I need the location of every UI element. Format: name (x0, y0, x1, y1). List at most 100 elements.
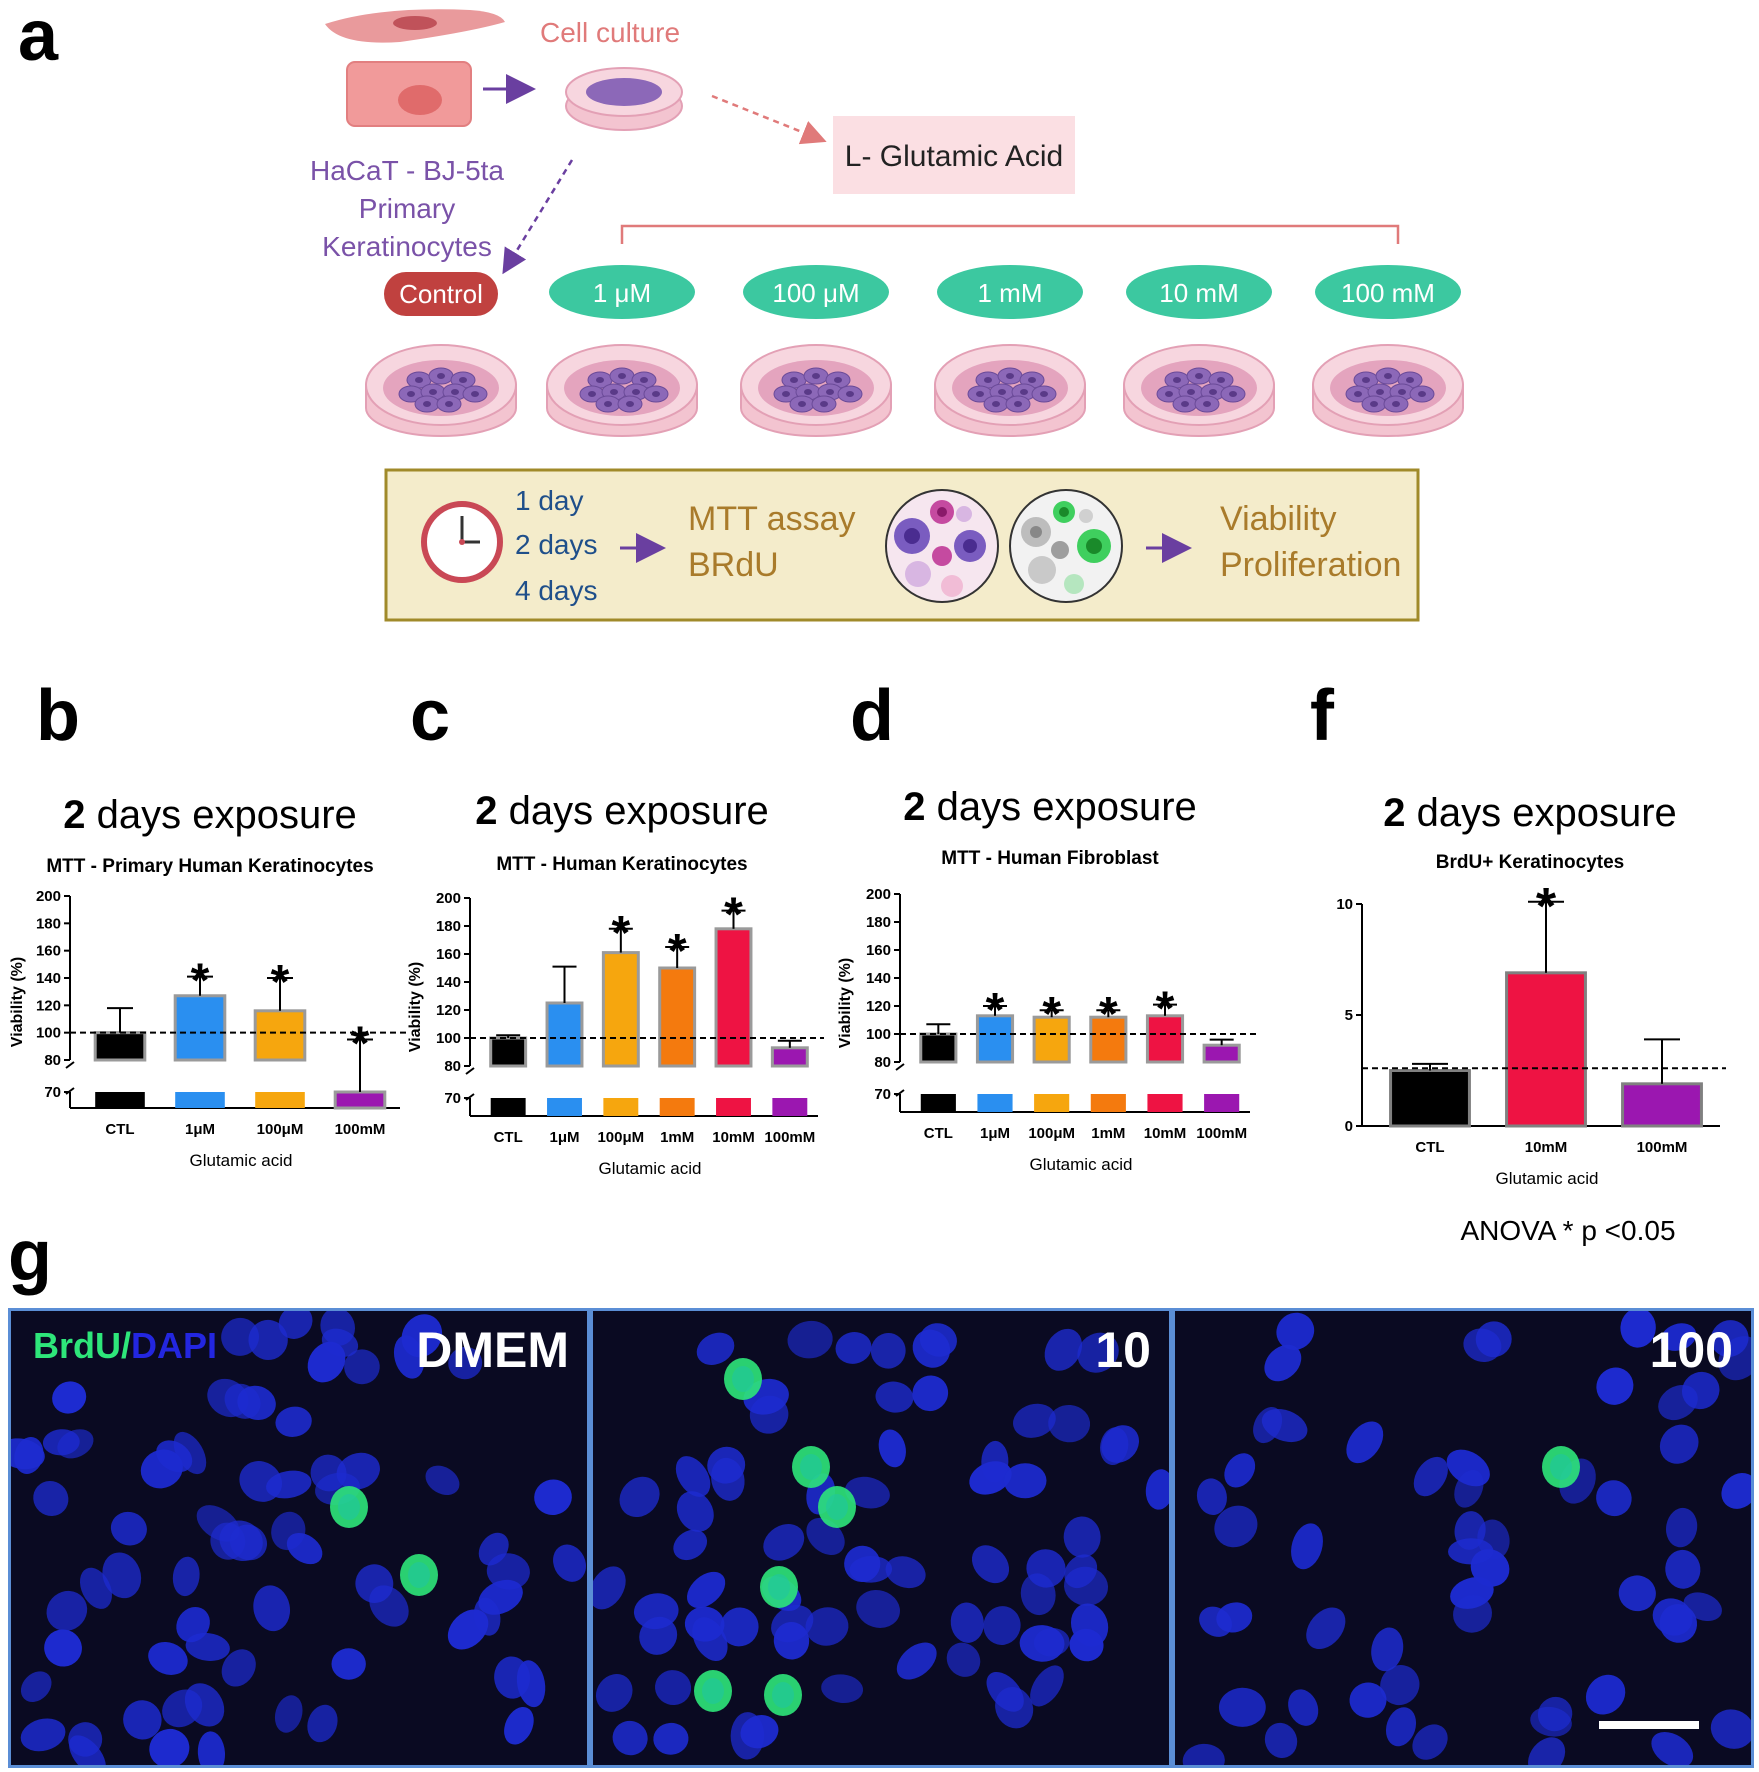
y-tick-label: 180 (36, 915, 61, 932)
dose-pill: 100 mM (1315, 265, 1461, 319)
fibroblast-nucleus-icon (393, 16, 437, 30)
bar (173, 994, 227, 1062)
dapi-nucleus (486, 1553, 530, 1590)
bar (1032, 1015, 1071, 1064)
dapi-nucleus (1346, 1421, 1384, 1464)
chart-title-number: 2 (1383, 791, 1405, 835)
treatment-box (833, 116, 1075, 194)
x-tick-label: 1μM (549, 1129, 579, 1146)
significance-asterisk-icon: * (191, 955, 210, 1008)
dapi-nucleus (870, 1332, 906, 1369)
dapi-nucleus (673, 1529, 708, 1561)
cell-line-label-3: Keratinocytes (322, 231, 492, 262)
y-tick-label: 0 (1345, 1118, 1353, 1135)
x-tick-label: 100μM (257, 1121, 304, 1138)
dapi-nucleus (875, 1381, 914, 1413)
dapi-nucleus (1665, 1549, 1701, 1589)
readout-label-2: Proliferation (1220, 546, 1401, 584)
cell-line-label-1: HaCaT - BJ-5ta (310, 155, 504, 186)
dapi-nucleus (595, 1673, 633, 1712)
chart-b-primary-keratinocytes: 2 days exposure MTT - Primary Human Kerat… (9, 793, 406, 1170)
dapi-nucleus (773, 1621, 810, 1660)
dapi-nucleus (878, 1429, 906, 1468)
dapi-nucleus (369, 1585, 409, 1627)
x-axis-label: Glutamic acid (1496, 1169, 1599, 1188)
x-tick-label: CTL (105, 1121, 134, 1138)
control-pill (384, 272, 498, 316)
chart-title: 2 days exposure (475, 789, 769, 833)
x-tick-label: 100mM (764, 1129, 815, 1146)
dapi-nucleus (448, 1346, 483, 1380)
dapi-nucleus (425, 1465, 460, 1496)
significance-asterisk-icon: * (724, 889, 743, 942)
dapi-nucleus (1475, 1321, 1512, 1358)
dapi-nucleus (805, 1607, 849, 1646)
dapi-nucleus (1412, 1724, 1448, 1760)
bar-base (920, 1094, 956, 1112)
dose-pill: 1 μM (549, 265, 695, 319)
timepoint-2: 2 days (515, 529, 598, 560)
dapi-nucleus (320, 1311, 355, 1346)
dapi-nucleus (1291, 1523, 1323, 1570)
dapi-nucleus (1349, 1682, 1387, 1718)
significance-asterisk-icon: * (1156, 983, 1175, 1036)
cell-culture-label: Cell culture (540, 17, 680, 48)
dapi-nucleus (344, 1349, 380, 1385)
x-tick-label: 1μM (980, 1125, 1010, 1142)
keratinocyte-nucleus-icon (398, 85, 442, 115)
dose-bracket (620, 224, 1400, 244)
chart-subtitle: BrdU+ Keratinocytes (1436, 852, 1624, 873)
bar (333, 1090, 387, 1110)
dapi-nucleus (1063, 1516, 1101, 1558)
dapi-nucleus (950, 1602, 984, 1643)
chart-subtitle: MTT - Human Keratinocytes (496, 854, 747, 875)
dapi-nucleus (1528, 1737, 1566, 1765)
chart-subtitle: MTT - Human Fibroblast (941, 848, 1159, 869)
dapi-nucleus (68, 1722, 103, 1757)
y-tick-label: 160 (866, 942, 891, 959)
control-label: Control (399, 279, 483, 309)
readout-label-1: Viability (1220, 500, 1337, 538)
y-tick-label: 100 (436, 1030, 461, 1047)
y-tick-label: 80 (444, 1058, 461, 1075)
dapi-nucleus (207, 1378, 249, 1418)
petri-dish-icon (1312, 344, 1464, 437)
dapi-nucleus (1199, 1606, 1233, 1637)
axis-break-mark (895, 1063, 905, 1071)
significance-asterisk-icon: * (668, 925, 687, 978)
micrograph-100mm: 100 (1172, 1308, 1754, 1768)
chart-title-text: days exposure (1405, 791, 1676, 835)
chart-title: 2 days exposure (1383, 791, 1677, 835)
bar (1389, 1069, 1471, 1128)
dapi-nucleus (1099, 1427, 1129, 1465)
dapi-nucleus (1660, 1323, 1697, 1351)
dapi-nucleus (856, 1590, 900, 1628)
assay-label-1: MTT assay (688, 500, 856, 538)
dapi-nucleus (763, 1524, 805, 1561)
dapi-nucleus (33, 1481, 69, 1517)
dapi-nucleus (553, 1544, 586, 1582)
y-tick-label: 200 (866, 886, 891, 903)
dapi-nucleus (1253, 1406, 1283, 1444)
dapi-nucleus (1453, 1595, 1492, 1633)
x-tick-label: 100mM (335, 1121, 386, 1138)
dapi-nucleus (593, 1566, 626, 1610)
dapi-nucleus (1651, 1731, 1694, 1765)
chart-f-brdu-keratinocytes: 2 days exposure BrdU+ Keratinocytes 0 5 10 CT… (1336, 791, 1726, 1246)
x-axis-label: Glutamic acid (1030, 1155, 1133, 1174)
x-axis-label: Glutamic acid (599, 1159, 702, 1178)
bar-base (1090, 1094, 1126, 1112)
micrograph-dmem: BrdU/DAPI DMEM (8, 1308, 590, 1768)
y-tick-label: 180 (436, 918, 461, 935)
micrograph-label-dmem: DMEM (416, 1322, 569, 1378)
dapi-nucleus (1264, 1722, 1298, 1759)
dapi-nucleus (696, 1332, 735, 1365)
bar (545, 1001, 584, 1068)
dapi-nucleus (11, 1438, 45, 1470)
y-tick-label: 10 (1336, 896, 1353, 913)
stain-dapi-label: DAPI (131, 1325, 218, 1366)
dapi-nucleus (1003, 1463, 1047, 1499)
bar-base (95, 1092, 145, 1108)
bar (1621, 1082, 1703, 1128)
chart-subtitle: MTT - Primary Human Keratinocytes (46, 856, 373, 877)
